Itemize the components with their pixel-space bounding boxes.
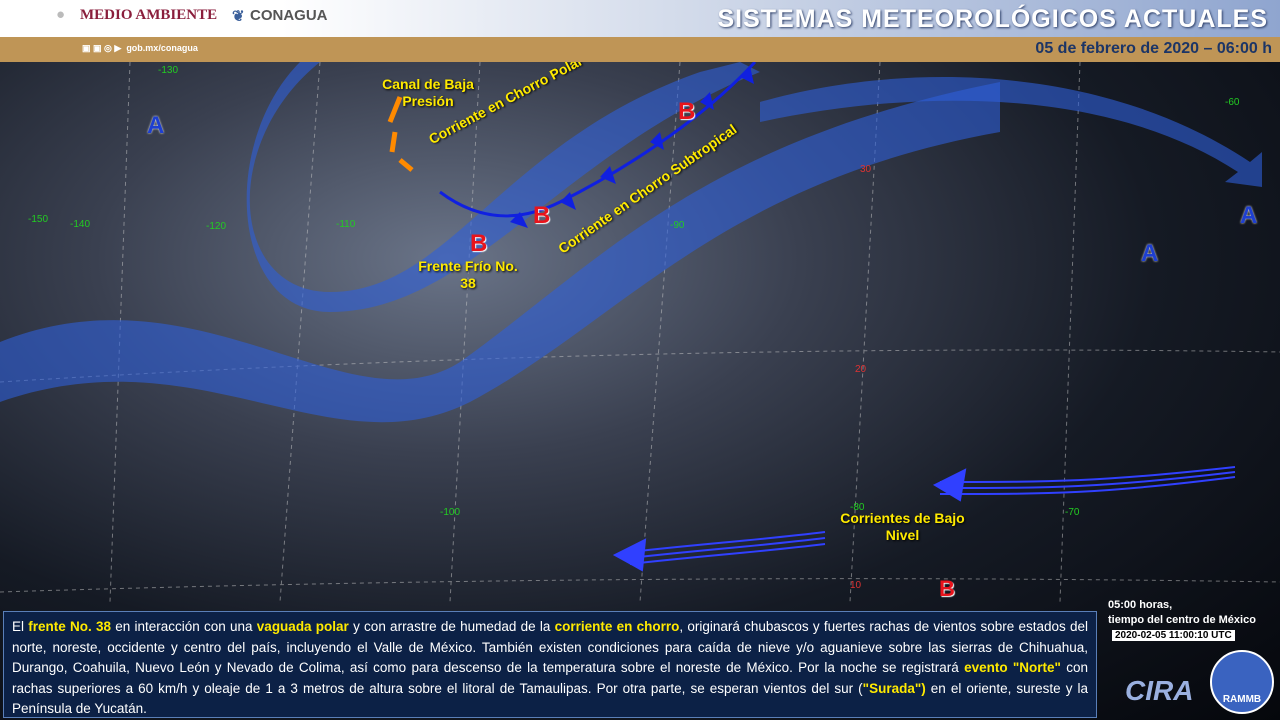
medio-ambiente-logo: MEDIO AMBIENTE (80, 7, 218, 23)
conagua-logo: CONAGUA (250, 7, 328, 24)
low-pressure-marker: B (939, 576, 955, 601)
grid-line (109, 62, 131, 603)
grid-label: -150 (28, 214, 49, 225)
map-overlay (0, 62, 1280, 603)
sub-bar: ▣ ▣ ◎ ▶ gob.mx/conagua 05 de febrero de … (0, 37, 1280, 62)
grid-label: -130 (158, 65, 179, 76)
subtropical-jet-arrow (0, 82, 1000, 423)
grid-label: -70 (1065, 507, 1080, 518)
bulletin-text: El frente No. 38 en interacción con una … (3, 611, 1097, 718)
low-level-flow-east (932, 466, 1236, 502)
low-level-flow-west (612, 531, 826, 572)
header-bar: ● MEDIO AMBIENTE ❦ CONAGUA SISTEMAS METE… (0, 0, 1280, 37)
cold-front-label: Frente Frío No. 38 (418, 258, 518, 291)
social-icons[interactable]: ▣ ▣ ◎ ▶ (82, 43, 122, 53)
conagua-logo-icon: ❦ (232, 9, 245, 25)
grid-line (639, 62, 681, 603)
mexico-seal-icon: ● (56, 7, 66, 23)
low-level-flow-label: Corrientes de Bajo Nivel (840, 510, 965, 543)
grid-label: 20 (855, 364, 867, 375)
polar-jet-arrow (246, 62, 761, 312)
utc-timestamp: 2020-02-05 11:00:10 UTC (1112, 630, 1235, 641)
grid-line (449, 62, 481, 603)
polar-jet-arrow-east (760, 77, 1262, 187)
grid-label: 30 (860, 164, 872, 175)
social-links[interactable]: ▣ ▣ ◎ ▶ gob.mx/conagua (82, 43, 198, 54)
local-time: 05:00 horas, tiempo del centro de México (1108, 599, 1256, 626)
grid-line (0, 578, 1280, 593)
grid-label: -60 (1225, 97, 1240, 108)
high-pressure-marker: A (1141, 240, 1159, 267)
high-pressure-marker: A (1240, 202, 1258, 229)
grid-label: -80 (850, 502, 865, 513)
grid-line (279, 62, 321, 603)
grid-label: 10 (850, 580, 862, 591)
grid-label: -110 (336, 219, 356, 230)
low-pressure-marker: B (470, 230, 488, 257)
cold-front-line (439, 62, 757, 218)
trough-label: Canal de Baja Presión (382, 76, 474, 109)
grid-label: -90 (670, 220, 685, 231)
cira-logo: CIRA (1125, 675, 1194, 706)
low-pressure-marker: B (533, 202, 551, 229)
trough-line (387, 96, 414, 172)
grid-line (0, 349, 1280, 383)
grid-line (1059, 62, 1081, 603)
page-title: SISTEMAS METEOROLÓGICOS ACTUALES (717, 5, 1268, 33)
social-url[interactable]: gob.mx/conagua (126, 43, 198, 53)
rammb-logo: RAMMB (1210, 650, 1274, 714)
grid-label: -140 (70, 219, 91, 230)
satellite-map: -130 -120 -110 -100 -90 -80 -70 -60 -150… (0, 52, 1280, 720)
grid-label: -100 (440, 507, 461, 518)
low-pressure-marker: B (678, 98, 696, 125)
high-pressure-marker: A (147, 112, 165, 139)
bulletin-date: 05 de febrero de 2020 – 06:00 h (1035, 40, 1272, 57)
cold-front-triangles (510, 66, 754, 228)
grid-label: -120 (206, 221, 227, 232)
